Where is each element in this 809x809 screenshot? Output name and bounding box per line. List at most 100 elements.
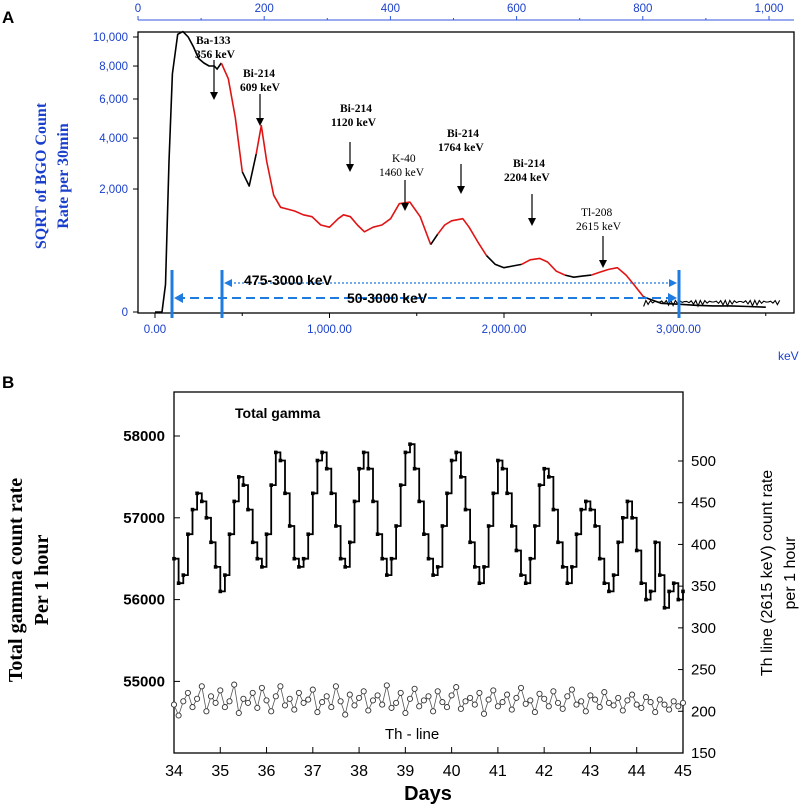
th-line-point	[536, 690, 543, 697]
top-tick-label: 1,000	[755, 3, 784, 15]
total-gamma-point	[371, 499, 375, 504]
peak-arrow-head	[346, 164, 354, 172]
total-gamma-point	[232, 499, 236, 504]
th-line-point	[406, 695, 414, 702]
total-gamma-point	[551, 507, 556, 512]
th-line-point	[656, 696, 663, 703]
total-gamma-point	[468, 540, 472, 545]
th-line-point	[286, 695, 293, 702]
spectrum-line	[155, 30, 222, 313]
range-arrow-left-50	[174, 293, 183, 303]
th-line-point	[564, 693, 571, 700]
total-gamma-point	[560, 565, 565, 569]
total-gamma-point	[625, 499, 630, 504]
total-gamma-point	[311, 491, 315, 496]
total-gamma-point	[204, 516, 209, 520]
total-gamma-point	[408, 442, 412, 446]
total-gamma-point	[435, 565, 440, 569]
th-line-point	[360, 688, 367, 695]
total-gamma-point	[255, 556, 260, 561]
th-line-point	[226, 698, 233, 705]
peak-arrow-head	[528, 218, 536, 226]
right-tick-label: 400	[691, 536, 716, 553]
top-tick-label: 200	[255, 3, 274, 15]
th-line-point	[281, 702, 289, 709]
th-line-point	[679, 699, 687, 706]
th-line-point	[513, 694, 520, 701]
total-gamma-point	[477, 581, 482, 585]
spectrum-line	[430, 233, 439, 246]
th-line-point	[550, 688, 557, 695]
spectrum-line	[255, 124, 432, 245]
th-line	[173, 684, 684, 717]
th-line-point	[480, 710, 488, 717]
th-line-point	[342, 711, 349, 718]
th-line-point	[189, 704, 196, 711]
right-tick-label: 200	[691, 703, 716, 720]
total-gamma-point	[449, 458, 454, 463]
th-line-point	[430, 708, 437, 715]
total-gamma-point	[510, 524, 514, 528]
right-tick-label: 350	[691, 578, 716, 595]
total-gamma-point	[176, 581, 181, 585]
total-gamma-point	[357, 466, 361, 471]
peak-label-bi214-609-energy: 609 keV	[240, 82, 281, 94]
y-tick-label: 0	[122, 307, 128, 319]
total-gamma-point	[500, 466, 505, 471]
th-line-point	[573, 701, 580, 708]
th-line-point	[184, 689, 191, 696]
panel-b-x-ticks: 34 35 36 37 38 39 40 41 42 43 44 45	[165, 747, 692, 780]
total-gamma-point	[588, 507, 593, 512]
y-tick-label: 4,000	[99, 133, 128, 145]
peak-label-tl208-name: Tl-208	[581, 207, 613, 219]
th-line-point	[652, 709, 659, 716]
th-line-point	[328, 704, 335, 711]
right-tick-label: 450	[691, 495, 716, 512]
th-line-point	[369, 697, 377, 704]
peak-label-k40-energy: 1460 keV	[379, 167, 425, 179]
total-gamma-point	[283, 491, 287, 496]
total-gamma-point	[297, 565, 301, 569]
th-line-point	[411, 685, 418, 692]
th-line-point	[425, 693, 432, 700]
left-tick-label: 56000	[123, 592, 165, 609]
th-line-point	[522, 700, 529, 707]
th-line-point	[610, 702, 617, 709]
total-gamma-point	[454, 450, 458, 455]
th-line-point	[517, 684, 525, 691]
total-gamma-point	[574, 532, 579, 536]
th-line-point	[675, 703, 682, 710]
total-gamma-point	[306, 532, 310, 536]
total-gamma-point	[338, 556, 343, 561]
peak-arrow-head	[401, 203, 409, 211]
spectrum-line	[591, 266, 645, 298]
total-gamma-point	[348, 540, 352, 545]
panel-a-y-label-line1: SQRT of BGO Count	[33, 102, 50, 249]
th-line-point	[619, 707, 626, 714]
panel-b-frame	[173, 391, 684, 754]
total-gamma-point	[186, 532, 190, 536]
range-arrow-left-475	[224, 279, 232, 287]
th-line-point	[670, 698, 677, 705]
total-gamma-point	[246, 507, 250, 512]
total-gamma-point	[334, 524, 338, 528]
total-gamma-point	[195, 491, 199, 496]
th-line-point	[527, 697, 534, 704]
th-line-point	[379, 701, 386, 708]
total-gamma-point	[653, 540, 657, 545]
total-gamma-point	[241, 483, 246, 487]
th-line-point	[295, 689, 302, 696]
panel-b-x-label: Days	[404, 783, 452, 805]
x-tick-label: 0.00	[144, 324, 166, 336]
total-gamma-point	[597, 556, 602, 561]
left-tick-label: 57000	[123, 510, 165, 527]
x-tick-label: 2,000.00	[482, 324, 527, 336]
x-tick-label: 3,000.00	[656, 324, 701, 336]
total-gamma-point	[403, 450, 408, 455]
total-gamma-series	[172, 442, 685, 610]
total-gamma-point	[440, 524, 445, 528]
total-gamma-point	[514, 548, 519, 553]
total-gamma-point	[630, 516, 634, 520]
th-line-point	[402, 709, 409, 717]
th-line-point	[490, 687, 497, 694]
